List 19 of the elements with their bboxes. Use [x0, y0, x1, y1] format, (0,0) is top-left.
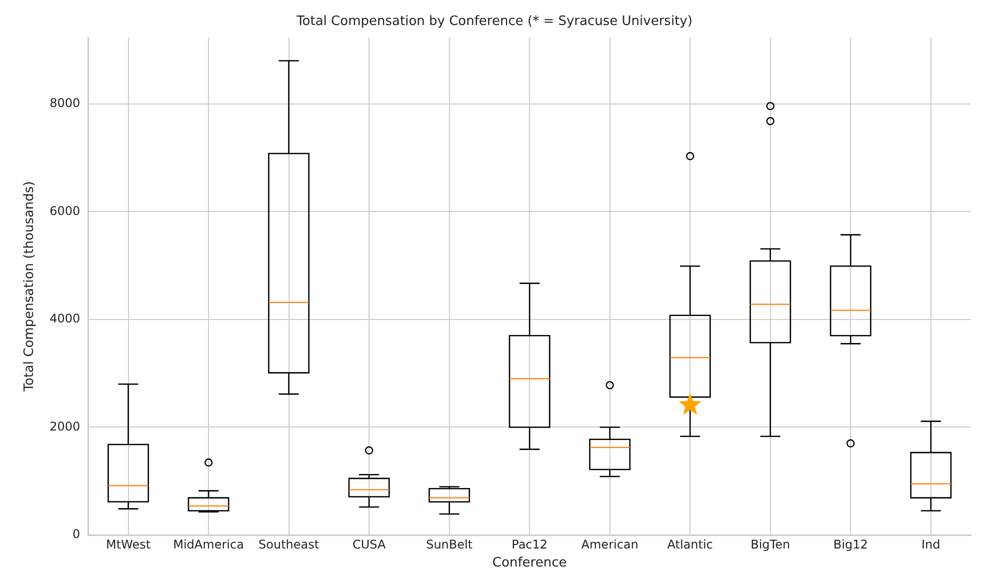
x-tick-label: Big12	[833, 537, 868, 552]
x-tick-label: Southeast	[258, 537, 320, 552]
x-axis-title: Conference	[492, 556, 567, 571]
y-tick-label: 6000	[50, 204, 80, 218]
x-tick-label: BigTen	[750, 537, 790, 552]
x-tick-label: MtWest	[106, 537, 151, 552]
x-tick-label: Pac12	[512, 537, 548, 552]
y-tick-label: 8000	[50, 96, 80, 110]
x-tick-label: SunBelt	[426, 537, 473, 552]
chart-title: Total Compensation by Conference (* = Syracuse University)	[296, 14, 692, 30]
x-tick-label: Atlantic	[667, 537, 713, 552]
x-tick-label: MidAmerica	[173, 537, 244, 552]
y-tick-label: 0	[72, 527, 80, 542]
x-tick-label: American	[581, 537, 638, 552]
y-tick-label: 4000	[50, 312, 80, 326]
x-tick-label: Ind	[921, 537, 940, 552]
x-tick-label: CUSA	[352, 537, 386, 552]
y-axis-title: Total Compensation (thousands)	[22, 181, 38, 392]
y-tick-label: 2000	[50, 419, 80, 434]
